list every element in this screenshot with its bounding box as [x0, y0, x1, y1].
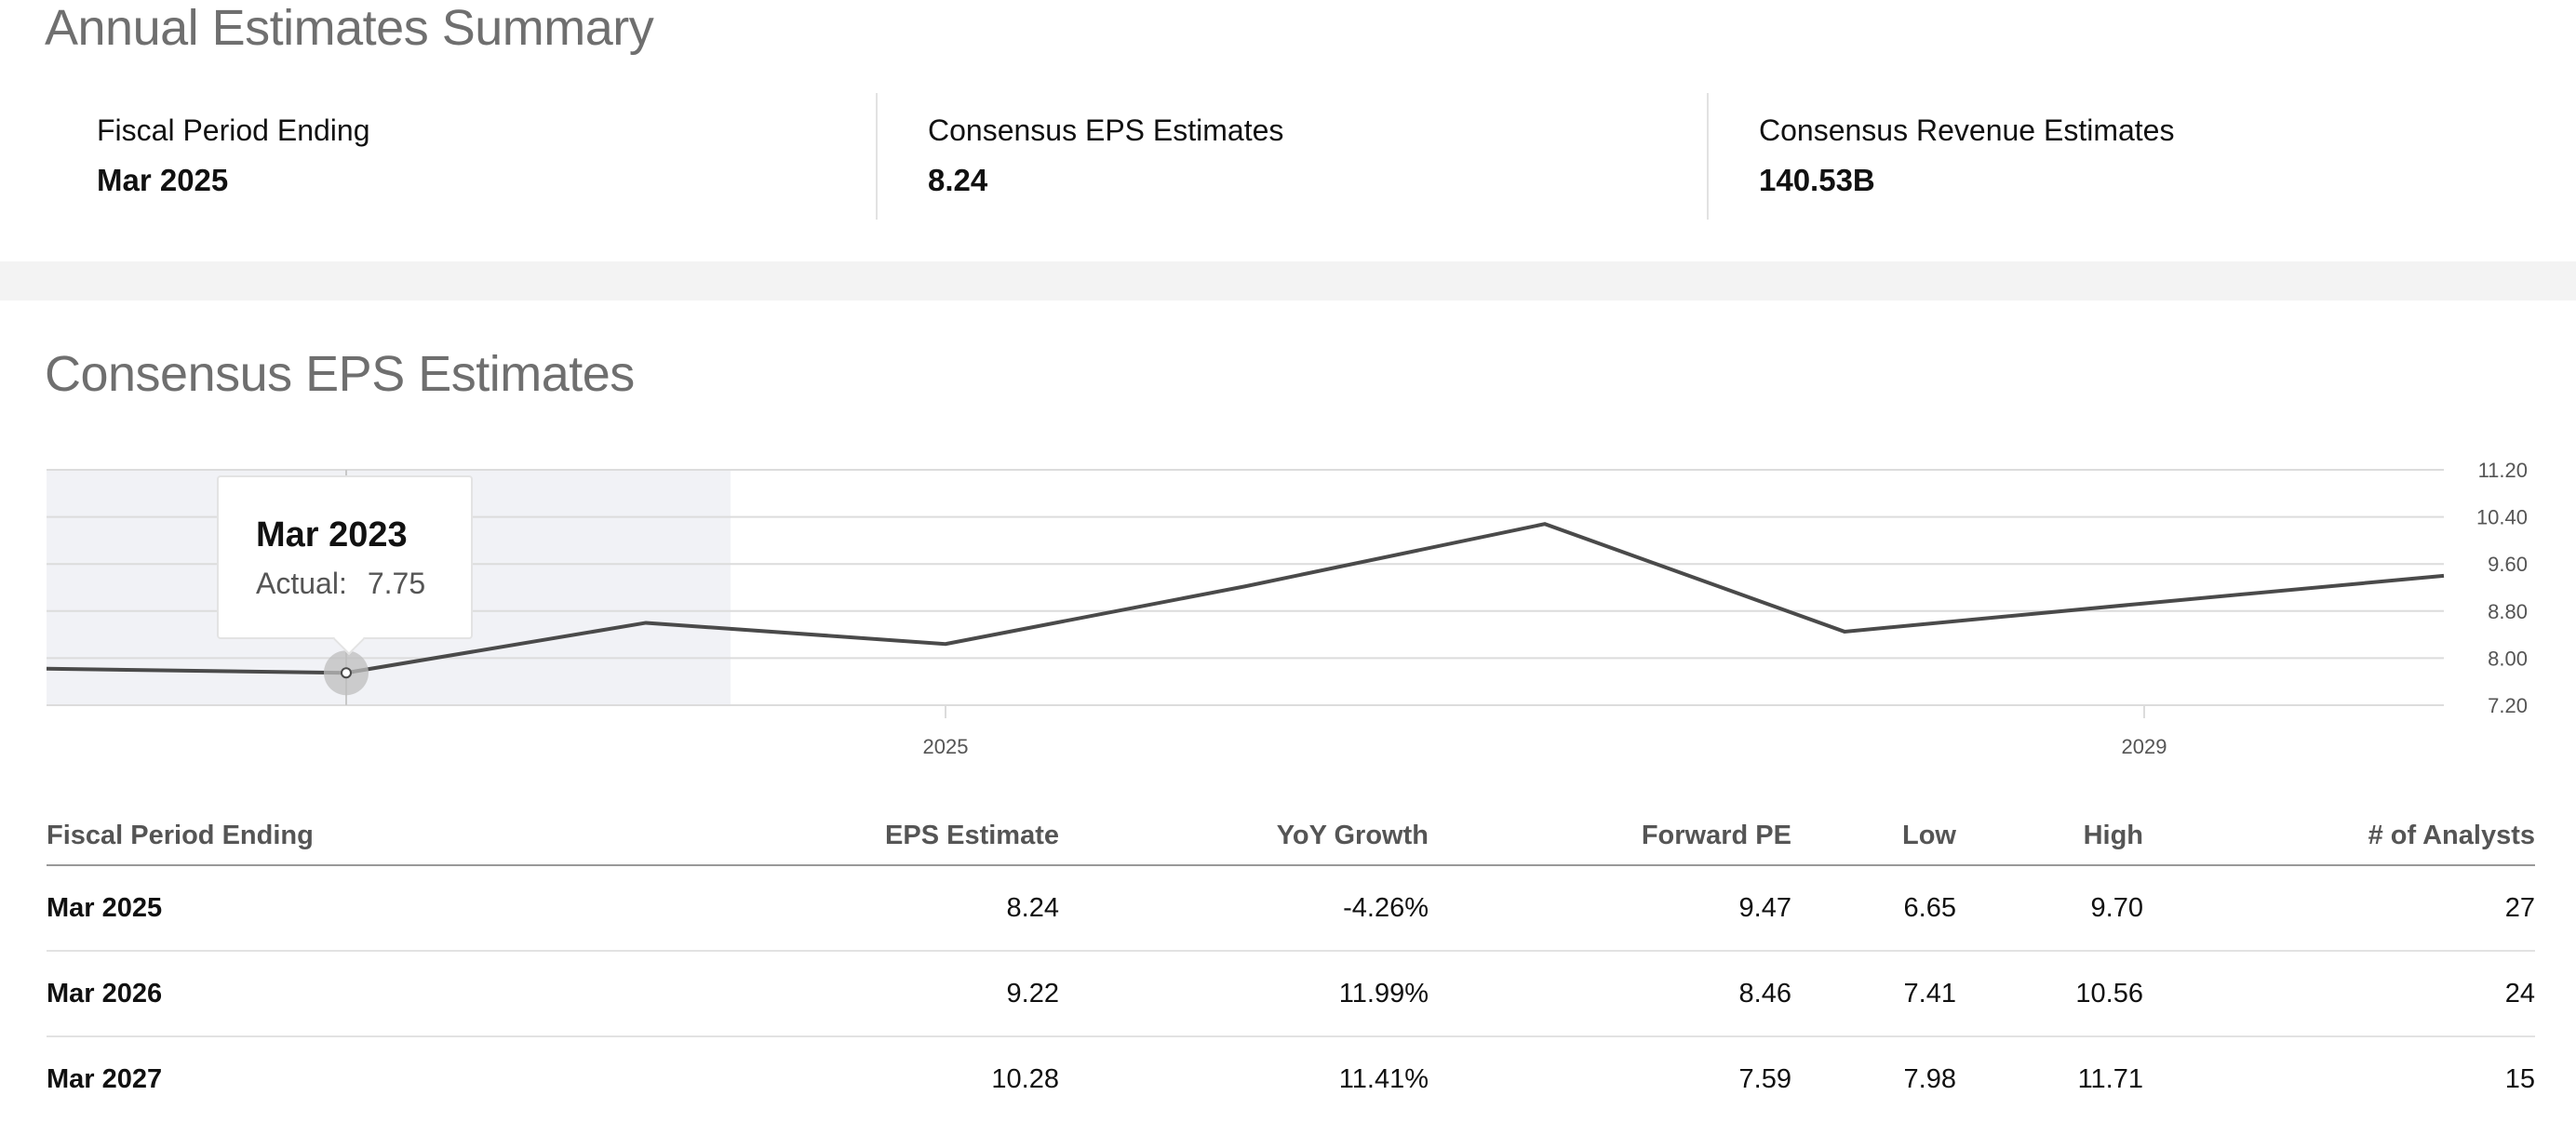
- eps-estimates-table: Fiscal Period Ending EPS Estimate YoY Gr…: [47, 808, 2535, 1122]
- cell-fiscal-period: Mar 2027: [47, 1064, 163, 1094]
- tooltip-title: Mar 2023: [256, 515, 408, 554]
- eps-section-title: Consensus EPS Estimates: [45, 346, 635, 402]
- cell-fiscal-period: Mar 2025: [47, 865, 493, 952]
- column-header-forward-pe[interactable]: Forward PE: [1429, 808, 1791, 866]
- table-row: Mar 2025 8.24 -4.26% 9.47 6.65 9.70 27: [47, 865, 2535, 952]
- summary-card-label: Consensus EPS Estimates: [928, 114, 1284, 147]
- cell-forward-pe: 8.46: [1429, 951, 1791, 1037]
- tooltip-row: Actual: 7.75: [256, 565, 471, 602]
- section-divider-band: [0, 261, 2576, 301]
- column-header-analysts[interactable]: # of Analysts: [2143, 808, 2535, 866]
- summary-card-label: Fiscal Period Ending: [97, 114, 370, 147]
- cell-yoy-growth: -4.26%: [1059, 865, 1429, 952]
- summary-card-fiscal-period: Fiscal Period Ending Mar 2025: [47, 93, 878, 220]
- chart-tooltip: Mar 2023 Actual: 7.75: [217, 475, 473, 655]
- summary-card-value: 140.53B: [1759, 163, 1875, 197]
- y-tick-label: 9.60: [2488, 553, 2528, 576]
- summary-card-revenue: Consensus Revenue Estimates 140.53B: [1709, 93, 2540, 220]
- y-tick-label: 8.80: [2488, 600, 2528, 623]
- column-header-fiscal-period[interactable]: Fiscal Period Ending: [47, 808, 493, 866]
- cell-fiscal-period: Mar 2026: [47, 951, 493, 1037]
- summary-card-label: Consensus Revenue Estimates: [1759, 114, 2175, 147]
- cell-low: 7.98: [1903, 1064, 1956, 1094]
- cell-analysts: 24: [2143, 951, 2535, 1037]
- cell-analysts: 27: [2143, 865, 2535, 952]
- column-header-eps-estimate[interactable]: EPS Estimate: [493, 808, 1059, 866]
- summary-cards: Fiscal Period Ending Mar 2025 Consensus …: [47, 93, 2541, 220]
- data-point-highlighted: [341, 667, 352, 679]
- tooltip-label: Actual:: [256, 567, 347, 600]
- cell-forward-pe: 7.59: [1738, 1064, 1791, 1094]
- table-row: Mar 2027 10.28 11.41% 7.59 7.98 11.71 15: [47, 1036, 2535, 1122]
- y-tick-label: 11.20: [2478, 459, 2528, 482]
- eps-series-line: [46, 522, 2445, 675]
- column-header-low[interactable]: Low: [1791, 808, 1956, 866]
- cell-eps-estimate: 10.28: [991, 1064, 1059, 1094]
- column-header-high[interactable]: High: [1956, 808, 2143, 866]
- y-tick-label: 10.40: [2476, 506, 2528, 529]
- cell-eps-estimate: 8.24: [493, 865, 1059, 952]
- x-tick-label: 2025: [923, 735, 969, 758]
- cell-high: 10.56: [1956, 951, 2143, 1037]
- cell-yoy-growth: 11.41%: [1338, 1064, 1429, 1094]
- cell-forward-pe: 9.47: [1429, 865, 1791, 952]
- cell-high: 11.71: [2077, 1064, 2143, 1094]
- table-row: Mar 2026 9.22 11.99% 8.46 7.41 10.56 24: [47, 951, 2535, 1037]
- cell-low: 7.41: [1791, 951, 1956, 1037]
- cell-eps-estimate: 9.22: [493, 951, 1059, 1037]
- column-header-yoy-growth[interactable]: YoY Growth: [1059, 808, 1429, 866]
- summary-card-eps: Consensus EPS Estimates 8.24: [878, 93, 1709, 220]
- table-header-row: Fiscal Period Ending EPS Estimate YoY Gr…: [47, 808, 2535, 866]
- y-tick-label: 8.00: [2488, 647, 2528, 670]
- summary-title: Annual Estimates Summary: [45, 0, 654, 56]
- x-tick-label: 2029: [2122, 735, 2167, 758]
- y-tick-label: 7.20: [2488, 694, 2528, 717]
- cell-low: 6.65: [1791, 865, 1956, 952]
- summary-card-value: Mar 2025: [97, 163, 229, 197]
- cell-yoy-growth: 11.99%: [1059, 951, 1429, 1037]
- cell-high: 9.70: [1956, 865, 2143, 952]
- summary-card-value: 8.24: [928, 163, 988, 197]
- tooltip-value: 7.75: [367, 567, 426, 600]
- cell-analysts: 15: [2504, 1064, 2535, 1094]
